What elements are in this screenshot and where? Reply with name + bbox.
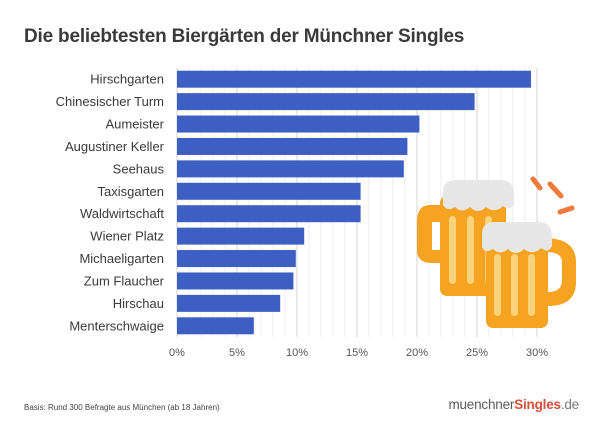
bar-seehaus [177, 160, 404, 178]
brand-logo: muenchnerSingles.de [448, 397, 579, 412]
brand-tld: .de [560, 397, 579, 412]
chart-title: Die beliebtesten Biergärten der Münchner… [24, 26, 465, 47]
bar-menterschwaige [177, 317, 254, 335]
brand-accent: Singles [514, 397, 561, 412]
category-label: Seehaus [113, 161, 165, 176]
bar-michaeligarten [177, 250, 296, 268]
bar-hirschgarten [177, 70, 531, 88]
x-tick-label: 30% [526, 347, 548, 359]
category-label: Taxisgarten [98, 184, 164, 199]
category-label: Menterschwaige [69, 318, 164, 333]
bar-taxisgarten [177, 182, 361, 200]
bar-augustiner-keller [177, 137, 408, 155]
bar-hirschau [177, 294, 281, 312]
brand-prefix: muenchner [448, 397, 515, 412]
chart-bars [177, 70, 531, 335]
bar-wiener-platz [177, 227, 305, 245]
x-tick-label: 15% [346, 347, 368, 359]
category-label: Zum Flaucher [84, 273, 165, 288]
x-tick-labels: 0% 5% 10% 15% 20% 25% 30% [169, 347, 548, 359]
x-tick-label: 5% [229, 347, 245, 359]
x-tick-label: 20% [406, 347, 428, 359]
bar-zum-flaucher [177, 272, 294, 290]
bar-waldwirtschaft [177, 205, 361, 223]
category-label: Waldwirtschaft [80, 206, 164, 221]
category-label: Hirschau [113, 296, 164, 311]
x-tick-label: 10% [286, 347, 308, 359]
beer-mugs-icon [417, 176, 576, 328]
bar-aumeister [177, 115, 420, 133]
category-label: Hirschgarten [90, 72, 164, 87]
category-label: Aumeister [105, 117, 164, 132]
category-label: Wiener Platz [90, 229, 164, 244]
category-label: Augustiner Keller [65, 139, 165, 154]
bar-chinesischer-turm [177, 93, 475, 111]
x-tick-label: 25% [466, 347, 488, 359]
footnote: Basis: Rund 300 Befragte aus München (ab… [24, 403, 220, 412]
category-labels: Hirschgarten Chinesischer Turm Aumeister Au… [56, 72, 165, 334]
category-label: Chinesischer Turm [56, 94, 164, 109]
category-label: Michaeligarten [79, 251, 164, 266]
x-tick-label: 0% [169, 347, 185, 359]
